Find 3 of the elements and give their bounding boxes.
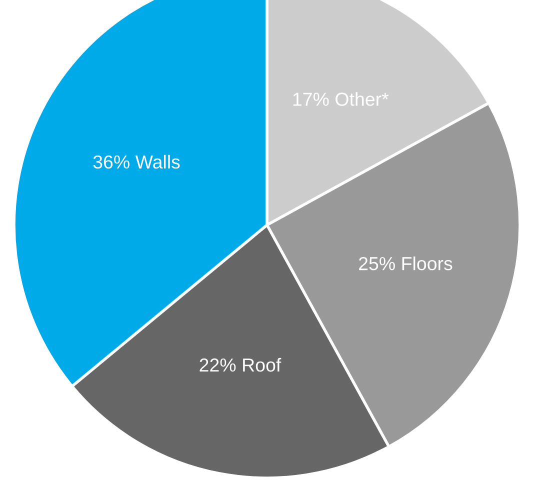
slice-label: 25% Floors (359, 256, 452, 270)
slice-label: 36% Walls (93, 154, 180, 169)
slice-label: 22% Roof (200, 358, 282, 372)
